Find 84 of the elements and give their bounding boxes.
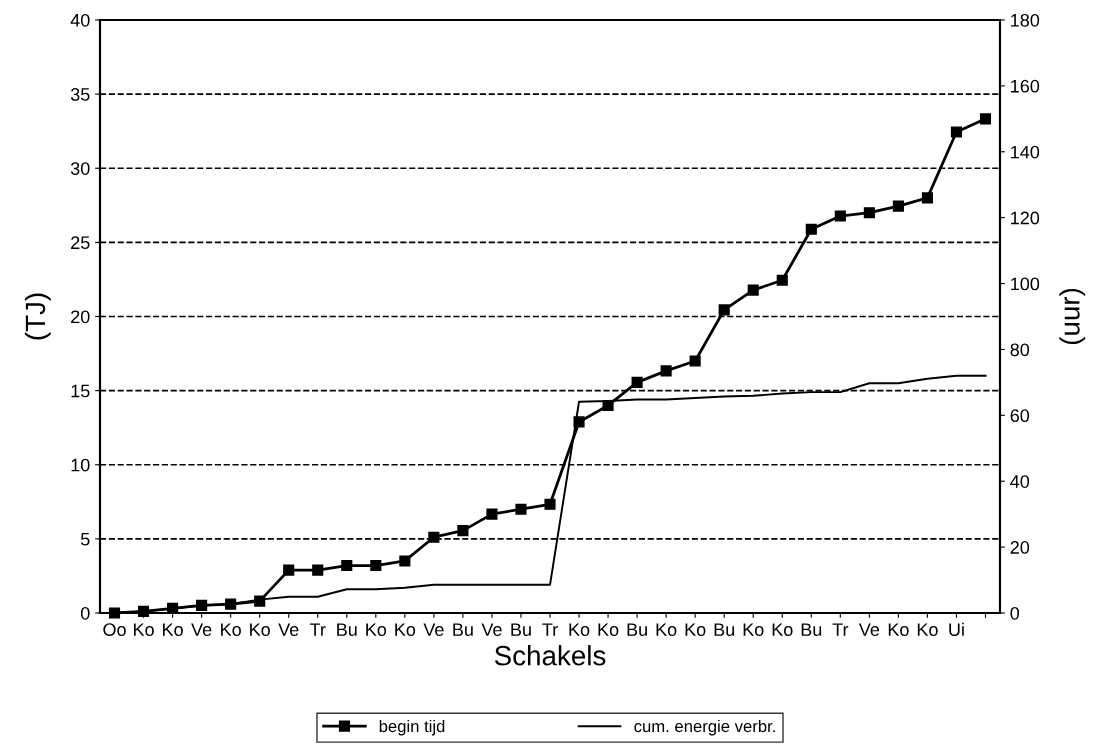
point: [805, 223, 817, 235]
x-tick-label: Ko: [250, 623, 270, 636]
x-tick-label: Bu: [801, 623, 822, 636]
x-tick-label: Ko: [221, 623, 241, 636]
x-tick-label: Ve: [423, 623, 444, 636]
x-tick-label: Ve: [858, 623, 880, 636]
x-tick-label: Ko: [598, 623, 619, 636]
x-tick-label: Bu: [337, 623, 357, 636]
point: [573, 416, 585, 428]
y-tick-label: 20: [71, 310, 90, 324]
x-tick-label: Bu: [511, 623, 531, 636]
point: [631, 376, 643, 388]
y-tick-label: 35: [70, 88, 90, 101]
y-axis-title: (TJ): [24, 293, 51, 340]
y-tick-label: 15: [71, 384, 90, 398]
point: [225, 598, 237, 610]
x-tick-label: Ui: [949, 622, 964, 636]
point: [660, 365, 672, 377]
x-tick-label: Ko: [133, 623, 154, 636]
y-tick-label: 5: [80, 533, 90, 546]
x-tick-label: Bu: [627, 623, 647, 636]
point: [718, 304, 730, 316]
x-tick-label: Bu: [714, 623, 735, 636]
y-tick-label: 0: [80, 606, 90, 620]
x-tick-label: Ko: [772, 623, 793, 636]
x-tick-label: Ko: [163, 623, 183, 636]
y2-tick-label: 80: [1010, 343, 1030, 357]
x-tick-label: Bu: [453, 623, 473, 636]
y-tick-label: 40: [70, 13, 90, 27]
x-tick-label: Ko: [656, 623, 677, 636]
point: [834, 210, 846, 222]
point: [544, 498, 556, 510]
point: [892, 200, 904, 212]
y2-tick-label: 160: [1011, 79, 1040, 93]
y2-tick-label: 100: [1011, 277, 1040, 291]
x-tick-label: Oo: [103, 623, 126, 636]
point: [254, 595, 266, 607]
point: [689, 355, 701, 367]
x-tick-label: Ve: [481, 623, 502, 636]
legend-label: cum. energie verbr.: [634, 719, 775, 736]
x-tick-label: Ko: [366, 623, 387, 636]
y2-tick-label: 60: [1010, 409, 1030, 423]
legend-label: begin tijd: [379, 719, 445, 736]
x-tick-label: Ko: [917, 623, 938, 636]
x-axis-title: Schakels: [494, 645, 606, 666]
x-tick-label: Ve: [278, 623, 299, 636]
point: [776, 274, 788, 286]
point: [921, 192, 933, 204]
point: [196, 599, 208, 611]
point: [341, 560, 353, 572]
y2-axis-title: (uur): [1059, 288, 1086, 345]
x-tick-label: Tr: [542, 623, 558, 636]
y-tick-label: 25: [71, 236, 90, 250]
y2-tick-label: 0: [1010, 606, 1020, 620]
point: [747, 284, 759, 296]
x-tick-label: Tr: [309, 623, 326, 636]
point: [515, 503, 527, 515]
point: [950, 126, 963, 138]
point: [457, 525, 469, 537]
y-tick-label: 10: [71, 458, 90, 472]
point: [312, 564, 324, 576]
point: [486, 508, 498, 520]
y2-tick-label: 180: [1011, 13, 1040, 27]
point: [979, 113, 992, 125]
y-tick-label: 30: [70, 162, 90, 175]
point: [602, 399, 614, 412]
y2-tick-label: 40: [1010, 475, 1030, 488]
x-tick-label: Tr: [832, 623, 849, 636]
point: [428, 531, 440, 543]
point: [399, 555, 411, 567]
x-tick-label: Ve: [191, 623, 212, 636]
point: [137, 605, 150, 617]
x-tick-label: Ko: [888, 623, 909, 636]
point: [108, 607, 121, 619]
point: [370, 560, 382, 572]
y2-tick-label: 140: [1011, 145, 1040, 159]
y2-tick-label: 20: [1010, 541, 1030, 554]
x-tick-label: Ko: [685, 623, 706, 636]
point: [283, 564, 295, 576]
x-tick-label: Ko: [569, 623, 590, 636]
x-tick-label: Ko: [395, 623, 416, 636]
y2-tick-label: 120: [1011, 211, 1040, 225]
point: [863, 207, 875, 219]
x-tick-label: Ko: [743, 623, 764, 636]
